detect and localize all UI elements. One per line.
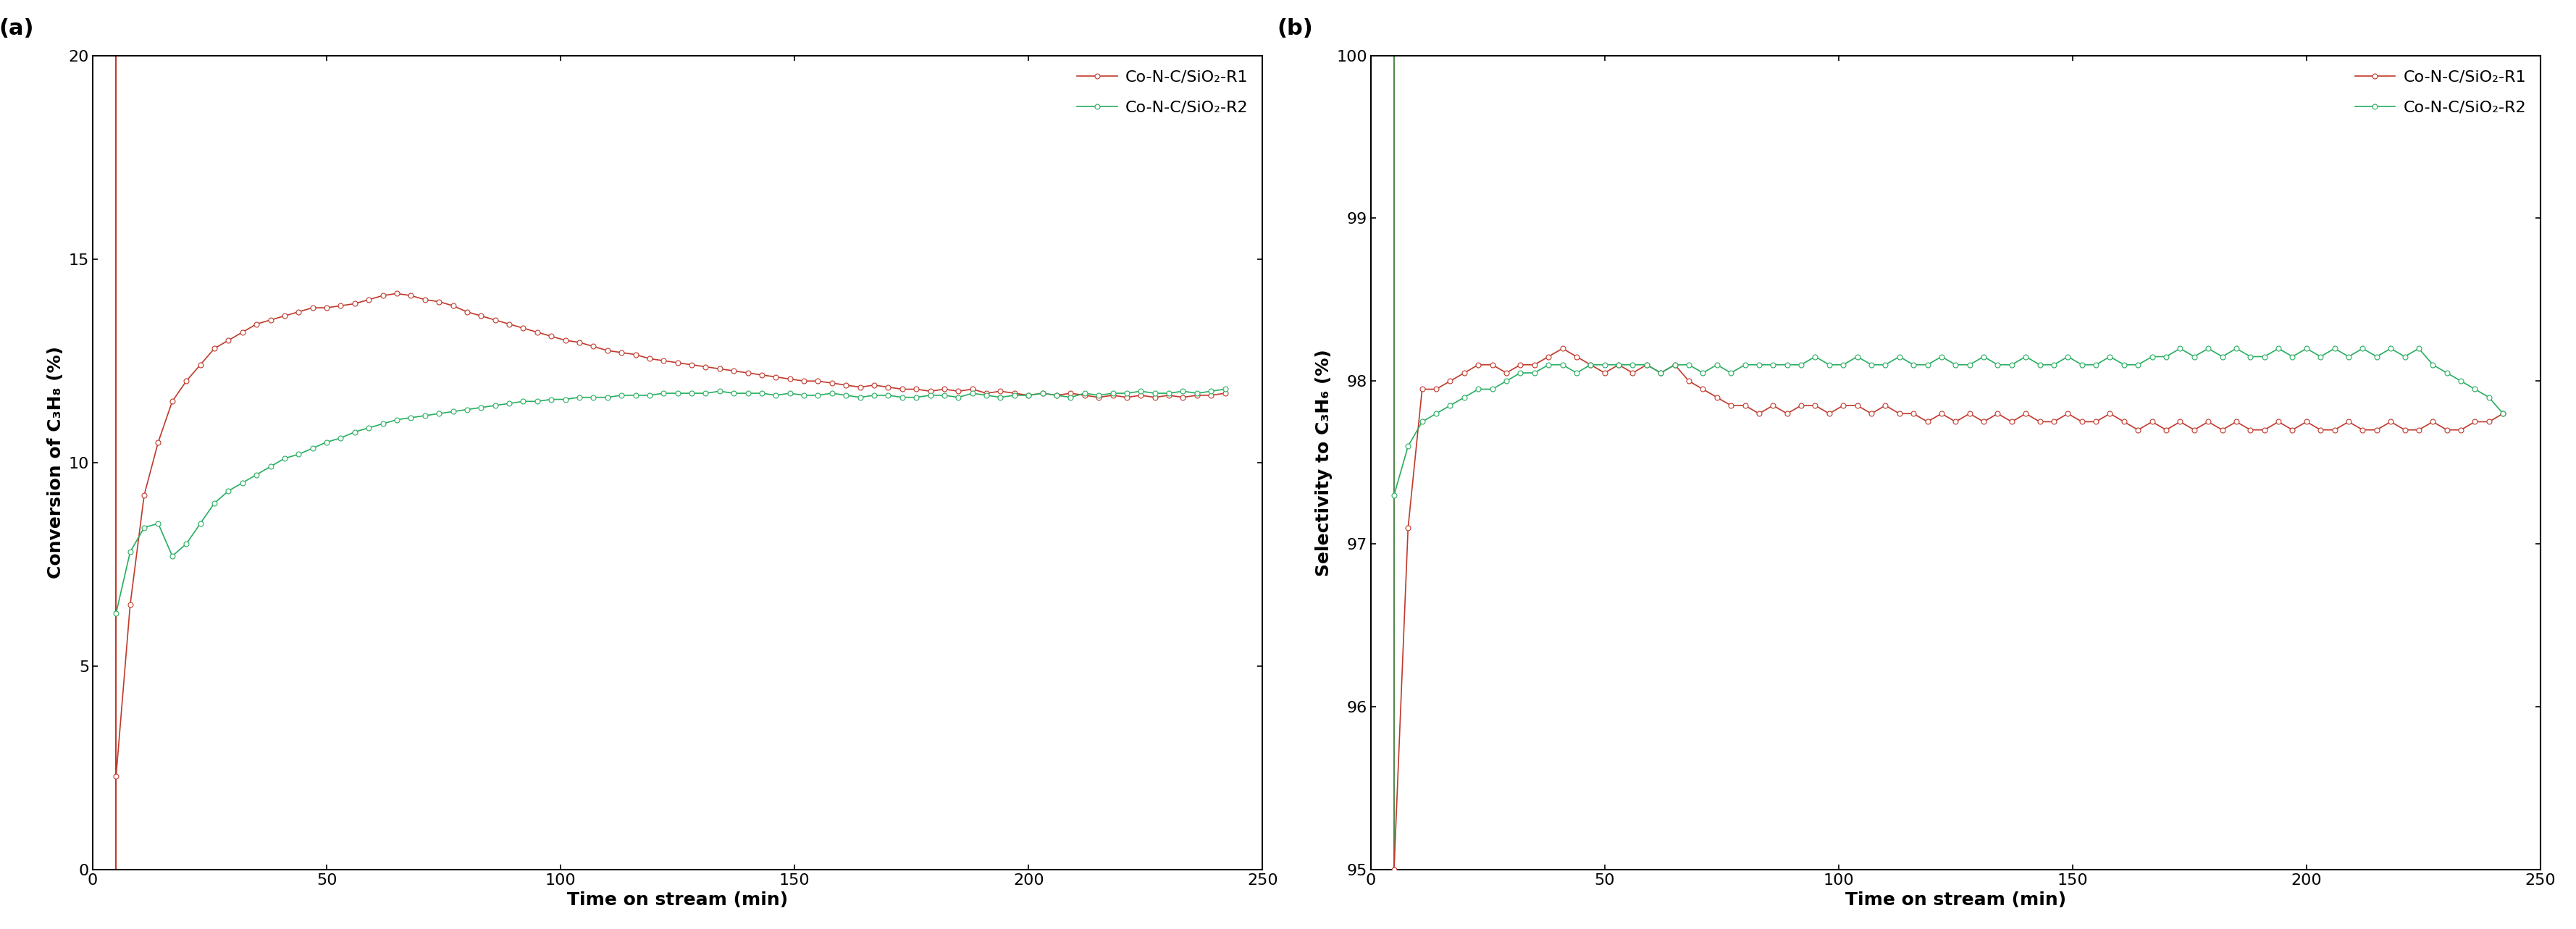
Line: Co-N-C/SiO₂-R2: Co-N-C/SiO₂-R2	[1391, 346, 2506, 498]
Co-N-C/SiO₂-R1	[1548, 343, 1579, 354]
Legend: Co-N-C/SiO₂-R1, Co-N-C/SiO₂-R2: Co-N-C/SiO₂-R1, Co-N-C/SiO₂-R2	[1072, 63, 1255, 122]
Line: Co-N-C/SiO₂-R1: Co-N-C/SiO₂-R1	[113, 291, 1229, 779]
Co-N-C/SiO₂-R2	[2053, 351, 2084, 362]
Co-N-C/SiO₂-R2	[2038, 360, 2069, 371]
Co-N-C/SiO₂-R2	[2164, 343, 2195, 354]
Co-N-C/SiO₂-R2	[858, 390, 889, 401]
Co-N-C/SiO₂-R2	[2375, 343, 2406, 354]
Co-N-C/SiO₂-R2	[1870, 360, 1901, 371]
Co-N-C/SiO₂-R1	[2151, 425, 2182, 436]
Co-N-C/SiO₂-R2	[2136, 351, 2166, 362]
Co-N-C/SiO₂-R2	[775, 387, 806, 399]
Text: (a): (a)	[0, 19, 33, 39]
Co-N-C/SiO₂-R1	[788, 375, 819, 386]
Co-N-C/SiO₂-R1	[1883, 408, 1914, 419]
Co-N-C/SiO₂-R1	[381, 288, 412, 299]
Line: Co-N-C/SiO₂-R2: Co-N-C/SiO₂-R2	[113, 386, 1229, 616]
Co-N-C/SiO₂-R2	[100, 608, 131, 619]
Co-N-C/SiO₂-R1	[829, 380, 860, 391]
Y-axis label: Selectivity to C₃H₆ (%): Selectivity to C₃H₆ (%)	[1314, 349, 1332, 576]
Text: (b): (b)	[1278, 19, 1314, 39]
Co-N-C/SiO₂-R1	[775, 373, 806, 385]
Co-N-C/SiO₂-R1	[873, 382, 904, 393]
Co-N-C/SiO₂-R1	[605, 347, 636, 358]
Y-axis label: Conversion of C₃H₈ (%): Conversion of C₃H₈ (%)	[46, 347, 64, 579]
Co-N-C/SiO₂-R2	[1084, 390, 1115, 401]
Co-N-C/SiO₂-R1	[100, 770, 131, 781]
Co-N-C/SiO₂-R1	[2375, 416, 2406, 427]
Line: Co-N-C/SiO₂-R1: Co-N-C/SiO₂-R1	[1391, 346, 2506, 872]
Co-N-C/SiO₂-R1	[1097, 390, 1128, 401]
Co-N-C/SiO₂-R2	[1211, 384, 1242, 395]
X-axis label: Time on stream (min): Time on stream (min)	[567, 892, 788, 909]
Co-N-C/SiO₂-R2	[2488, 408, 2519, 419]
Co-N-C/SiO₂-R1	[2053, 408, 2084, 419]
Co-N-C/SiO₂-R2	[1378, 490, 1409, 501]
Co-N-C/SiO₂-R1	[2066, 416, 2097, 427]
Co-N-C/SiO₂-R2	[592, 392, 623, 403]
Co-N-C/SiO₂-R2	[2094, 351, 2125, 362]
Co-N-C/SiO₂-R1	[1211, 387, 1242, 399]
Co-N-C/SiO₂-R1	[2110, 416, 2141, 427]
Legend: Co-N-C/SiO₂-R1, Co-N-C/SiO₂-R2: Co-N-C/SiO₂-R1, Co-N-C/SiO₂-R2	[2349, 63, 2532, 122]
Co-N-C/SiO₂-R1	[1378, 864, 1409, 875]
X-axis label: Time on stream (min): Time on stream (min)	[1844, 892, 2066, 909]
Co-N-C/SiO₂-R2	[817, 387, 848, 399]
Co-N-C/SiO₂-R1	[2488, 408, 2519, 419]
Co-N-C/SiO₂-R2	[760, 390, 791, 401]
